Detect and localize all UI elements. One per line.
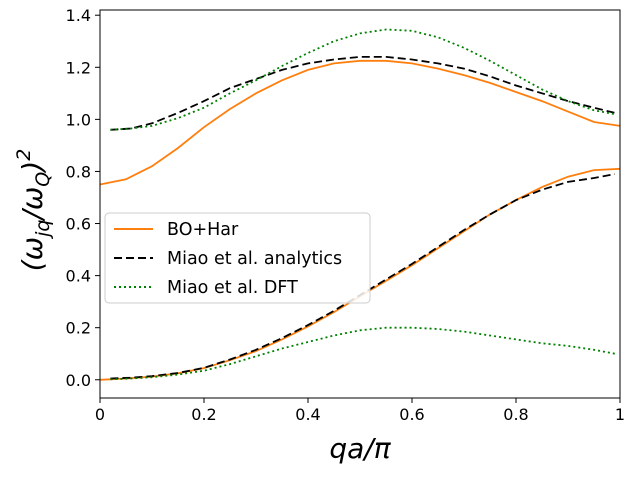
- y-tick-label: 1.0: [66, 110, 91, 129]
- x-axis-label: qa/π: [329, 432, 391, 465]
- series-line-miao-et-al-analytics-upper: [110, 56, 616, 131]
- x-tick-label: 0.6: [399, 405, 424, 424]
- y-tick-label: 0.0: [66, 371, 91, 390]
- y-tick-label: 1.4: [66, 6, 91, 25]
- y-axis-label: (ωjq/ωQ)2: [13, 149, 54, 272]
- plot-frame: [99, 9, 621, 399]
- y-tick-label: 0.6: [66, 215, 91, 234]
- y-tick-label: 0.8: [66, 162, 91, 181]
- legend-label-miao-analytics: Miao et al. analytics: [167, 249, 342, 269]
- legend: BO+Har Miao et al. analytics Miao et al.…: [104, 212, 371, 304]
- series-line-miao-et-al-dft-lower: [110, 326, 615, 381]
- legend-label-miao-dft: Miao et al. DFT: [167, 278, 298, 298]
- y-tick-label: 1.2: [66, 58, 91, 77]
- axis-ticks: 0 0.2 0.4 0.6 0.8 1 0.0 0.2 0.4 0.6 0.8 1.0 1.2 1.4: [66, 6, 626, 424]
- y-tick-label: 0.2: [66, 319, 91, 338]
- series-line-bo-har-upper: [99, 59, 621, 186]
- x-tick-label: 0.4: [295, 405, 320, 424]
- series-lines: [99, 28, 621, 381]
- x-tick-label: 0.8: [503, 405, 528, 424]
- legend-label-bo-har: BO+Har: [167, 220, 239, 240]
- x-tick-label: 0: [95, 405, 105, 424]
- y-tick-label: 0.4: [66, 267, 91, 286]
- series-line-miao-et-al-dft-upper: [110, 28, 615, 131]
- x-tick-label: 1: [615, 405, 625, 424]
- legend-box: [104, 212, 371, 304]
- x-tick-label: 0.2: [191, 405, 216, 424]
- svg-text:(ωjq/ωQ)2: (ωjq/ωQ)2: [13, 149, 54, 272]
